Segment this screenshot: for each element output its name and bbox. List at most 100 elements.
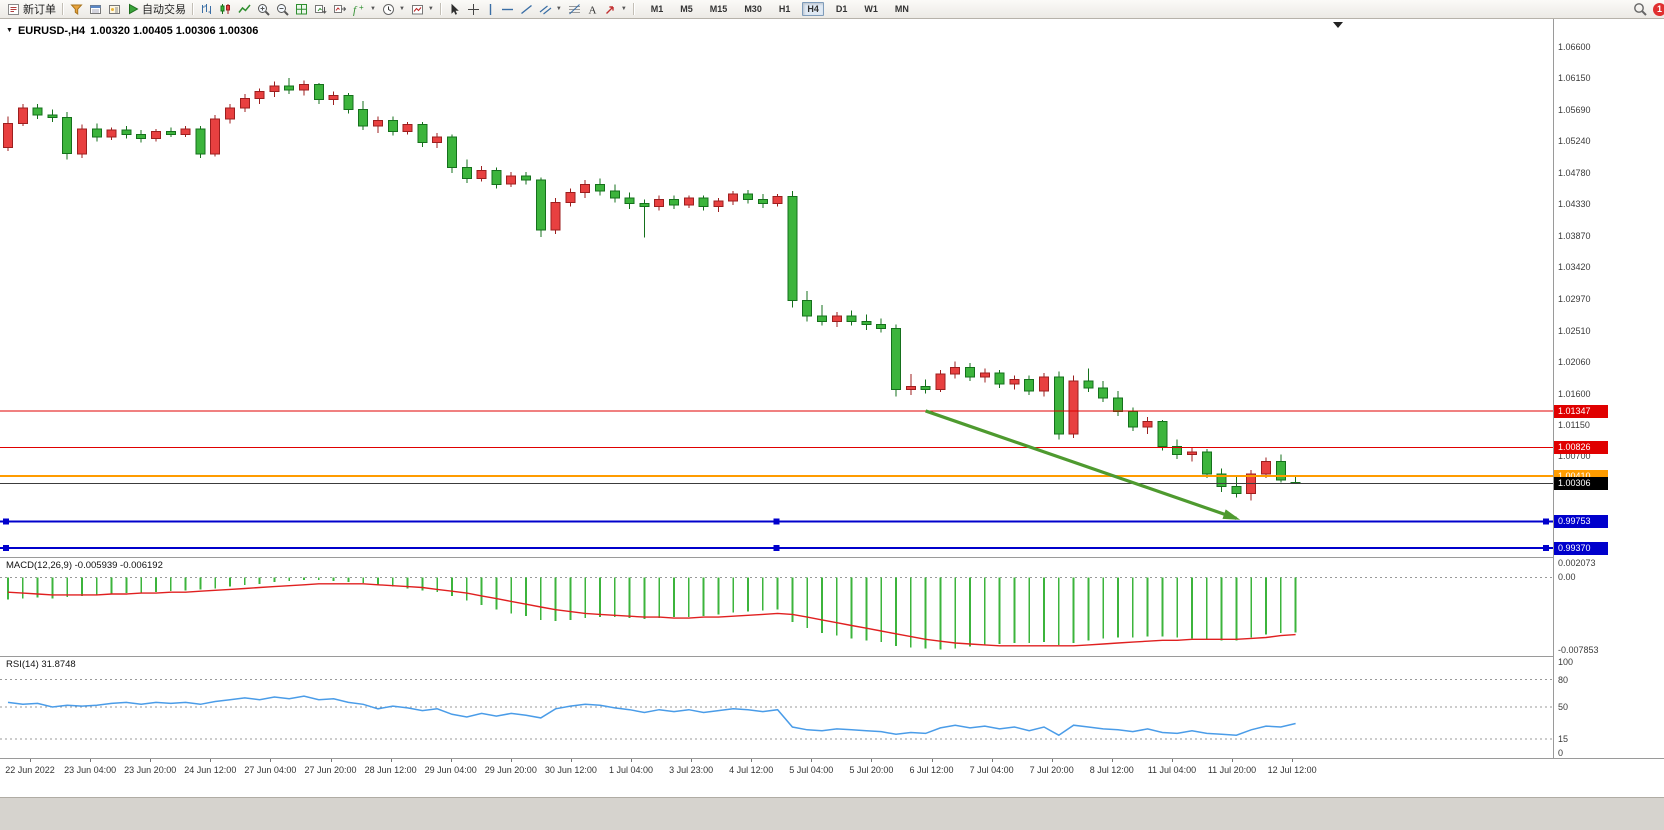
separator: [632, 3, 635, 15]
chart-shift-button[interactable]: [330, 0, 349, 18]
price-tag: 0.99753: [1554, 515, 1608, 529]
time-tick: [991, 759, 993, 762]
time-tick: [150, 759, 152, 762]
new-order-label: 新订单: [23, 4, 56, 16]
arrows-tool-button[interactable]: ▼: [601, 0, 630, 18]
market-watch-button[interactable]: [67, 0, 86, 18]
axis-label: 50: [1558, 702, 1569, 712]
time-tick: [691, 759, 693, 762]
timeframe-h4-button[interactable]: H4: [802, 2, 824, 16]
autotrading-button[interactable]: 自动交易: [124, 0, 189, 18]
axis-label: 1.04780: [1558, 168, 1591, 179]
axis-label: 1.01600: [1558, 388, 1591, 399]
auto-arrange-button[interactable]: [311, 0, 330, 18]
chart-shift-marker[interactable]: [1333, 22, 1343, 28]
time-axis-label: 7 Jul 04:00: [969, 765, 1014, 775]
macd-signal-line: [7, 583, 1296, 647]
chart-shift-icon: [334, 4, 346, 13]
cursor-tool-button[interactable]: [445, 0, 464, 18]
zoom-in-icon: [258, 3, 270, 16]
time-tick: [1051, 759, 1053, 762]
macd-indicator-label: MACD(12,26,9) -0.005939 -0.006192: [6, 560, 163, 571]
axis-label: 100: [1558, 657, 1574, 667]
bar-chart-mode-button[interactable]: [197, 0, 216, 18]
new-order-button[interactable]: 新订单: [4, 0, 59, 18]
zoom-in-button[interactable]: [254, 0, 273, 18]
tile-windows-button[interactable]: [292, 0, 311, 18]
panel-separator[interactable]: [0, 557, 1664, 558]
trend-arrow: [925, 409, 1241, 520]
timeframe-mn-button[interactable]: MN: [894, 4, 909, 14]
timeframe-w1-button[interactable]: W1: [864, 4, 878, 14]
search-icon[interactable]: [1633, 2, 1647, 16]
candlestick-mode-button[interactable]: [216, 0, 235, 18]
crosshair-tool-button[interactable]: [464, 0, 483, 18]
time-axis-label: 8 Jul 12:00: [1089, 765, 1134, 775]
timeframe-m30-button[interactable]: M30: [744, 4, 762, 14]
timeframe-m1-button[interactable]: M1: [650, 4, 664, 14]
autotrading-play-icon: [129, 3, 139, 15]
timeframe-h1-button[interactable]: H1: [778, 4, 791, 14]
time-tick: [751, 759, 753, 762]
time-tick: [1171, 759, 1173, 762]
time-axis[interactable]: 22 Jun 2022 23 Jun 04:00 23 Jun 20:00 24 Ju…: [0, 758, 1664, 780]
templates-button[interactable]: ▼: [408, 0, 437, 18]
timeframe-d1-button[interactable]: D1: [835, 4, 848, 14]
zoom-out-button[interactable]: [273, 0, 292, 18]
template-icon: [411, 4, 423, 14]
axis-label: 1.03870: [1558, 231, 1591, 242]
line-chart-mode-button[interactable]: [235, 0, 254, 18]
candlestick-icon: [220, 3, 230, 14]
axis-label: -0.007853: [1558, 645, 1599, 655]
price-tag: 1.01347: [1554, 404, 1608, 418]
channel-icon: [539, 5, 552, 14]
time-tick: [871, 759, 873, 762]
vertical-line-tool-button[interactable]: [483, 0, 498, 18]
rsi-panel[interactable]: [0, 656, 1553, 758]
time-axis-label: 12 Jul 12:00: [1267, 765, 1317, 775]
time-tick: [1292, 759, 1294, 762]
one-click-trading-toggle[interactable]: ▼: [6, 27, 13, 34]
time-tick: [390, 759, 392, 762]
notification-badge[interactable]: 1: [1653, 2, 1664, 16]
indicators-button[interactable]: f + ▼: [349, 0, 379, 18]
horizontal-line-tool-button[interactable]: [498, 0, 517, 18]
separator: [439, 3, 442, 15]
data-window-button[interactable]: [86, 0, 105, 18]
axis-label: 1.02510: [1558, 325, 1591, 336]
time-axis-label: 5 Jul 04:00: [789, 765, 834, 775]
svg-text:+: +: [359, 3, 364, 12]
timeframe-m5-button[interactable]: M5: [680, 4, 693, 14]
fibonacci-tool-button[interactable]: [565, 0, 584, 18]
chevron-down-icon: ▼: [427, 6, 434, 12]
periods-button[interactable]: ▼: [379, 0, 408, 18]
macd-panel[interactable]: [0, 557, 1553, 656]
cursor-icon: [451, 3, 459, 15]
svg-text:A: A: [588, 4, 596, 16]
text-tool-button[interactable]: A: [584, 0, 601, 18]
price-axis[interactable]: 1.06600 1.06150 1.05690 1.05240 1.04780 1.043…: [1554, 19, 1664, 758]
svg-text:f: f: [353, 4, 358, 16]
main-chart[interactable]: [0, 19, 1553, 557]
candles-group: [3, 78, 1301, 501]
separator: [62, 3, 64, 15]
autotrading-label: 自动交易: [142, 4, 186, 16]
panel-separator[interactable]: [0, 656, 1664, 657]
chevron-down-icon: ▼: [398, 6, 405, 12]
channel-tool-button[interactable]: ▼: [536, 0, 565, 18]
axis-label: 1.03420: [1558, 262, 1591, 273]
rsi-line: [7, 695, 1296, 737]
timeframe-m15-button[interactable]: M15: [709, 4, 728, 14]
timeframe-toolbar: M1 M5 M15 M30 H1 H4 D1 W1 MN: [646, 2, 914, 16]
time-tick: [1111, 759, 1113, 762]
trendline-tool-button[interactable]: [517, 0, 536, 18]
navigator-button[interactable]: [105, 0, 124, 18]
navigator-icon: [109, 4, 120, 14]
time-axis-label: 22 Jun 2022: [5, 765, 55, 775]
chevron-down-icon: ▼: [555, 6, 562, 12]
axis-label: 1.02970: [1558, 293, 1591, 304]
rsi-indicator-label: RSI(14) 31.8748: [6, 659, 76, 670]
time-axis-label: 11 Jul 04:00: [1147, 765, 1197, 775]
time-tick: [90, 759, 92, 762]
time-axis-label: 23 Jun 20:00: [124, 765, 177, 775]
